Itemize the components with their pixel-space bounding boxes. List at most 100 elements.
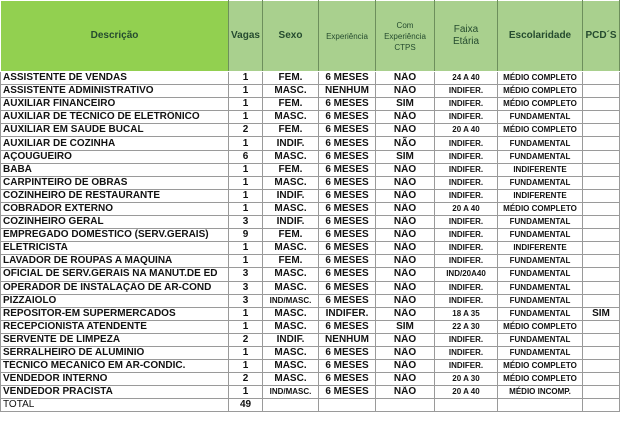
cell-faixa-etaria[interactable]: INDIFER. — [434, 241, 498, 256]
cell-pcd[interactable] — [582, 359, 620, 374]
cell-vagas[interactable]: 2 — [228, 372, 263, 387]
cell-ctps[interactable]: NÃO — [375, 241, 435, 256]
cell-escolaridade[interactable]: FUNDAMENTAL — [497, 136, 583, 151]
cell-ctps[interactable]: NÃO — [375, 123, 435, 138]
cell-ctps[interactable]: NÃO — [375, 280, 435, 295]
cell-descricao[interactable]: AÇOUGUEIRO — [0, 149, 229, 164]
cell-ctps[interactable]: NÃO — [375, 345, 435, 361]
cell-sexo[interactable]: INDIF. — [262, 136, 319, 151]
empty-cell[interactable] — [434, 398, 498, 413]
cell-descricao[interactable]: COZINHEIRO GERAL — [0, 215, 229, 230]
cell-vagas[interactable]: 2 — [228, 123, 263, 138]
cell-descricao[interactable]: AUXILIAR DE COZINHA — [0, 136, 229, 151]
cell-vagas[interactable]: 1 — [228, 175, 263, 190]
header-sexo[interactable]: Sexo — [262, 0, 319, 72]
cell-sexo[interactable]: FEM. — [262, 254, 319, 269]
cell-sexo[interactable]: FEM. — [262, 70, 319, 86]
cell-escolaridade[interactable]: FUNDAMENTAL — [497, 306, 583, 321]
cell-pcd[interactable] — [582, 254, 620, 269]
total-label[interactable]: TOTAL — [0, 398, 229, 413]
cell-escolaridade[interactable]: FUNDAMENTAL — [497, 345, 583, 361]
header-descricao[interactable]: Descrição — [0, 0, 229, 72]
header-faixa-etaria[interactable]: Faixa Etária — [434, 0, 498, 72]
cell-faixa-etaria[interactable]: 20 A 40 — [434, 201, 498, 217]
cell-vagas[interactable]: 1 — [228, 136, 263, 151]
cell-escolaridade[interactable]: INDIFERENTE — [497, 188, 583, 203]
cell-sexo[interactable]: FEM. — [262, 97, 319, 112]
cell-faixa-etaria[interactable]: 20 A 40 — [434, 123, 498, 138]
cell-descricao[interactable]: VENDEDOR PRACISTA — [0, 385, 229, 400]
cell-descricao[interactable]: ASSISTENTE DE VENDAS — [0, 70, 229, 86]
cell-experiencia[interactable]: 6 MESES — [318, 280, 376, 295]
cell-vagas[interactable]: 1 — [228, 97, 263, 112]
empty-cell[interactable] — [318, 398, 376, 413]
cell-vagas[interactable]: 1 — [228, 345, 263, 361]
cell-experiencia[interactable]: 6 MESES — [318, 241, 376, 256]
cell-ctps[interactable]: NÃO — [375, 254, 435, 269]
cell-sexo[interactable]: FEM. — [262, 123, 319, 138]
cell-pcd[interactable] — [582, 201, 620, 217]
cell-faixa-etaria[interactable]: 20 A 40 — [434, 385, 498, 400]
cell-sexo[interactable]: MASC. — [262, 359, 319, 374]
cell-pcd[interactable] — [582, 319, 620, 334]
cell-experiencia[interactable]: 6 MESES — [318, 372, 376, 387]
cell-escolaridade[interactable]: FUNDAMENTAL — [497, 175, 583, 190]
cell-sexo[interactable]: MASC. — [262, 319, 319, 334]
cell-ctps[interactable]: NÃO — [375, 162, 435, 177]
cell-experiencia[interactable]: 6 MESES — [318, 228, 376, 243]
cell-ctps[interactable]: NÃO — [375, 201, 435, 217]
cell-experiencia[interactable]: 6 MESES — [318, 188, 376, 203]
cell-pcd[interactable]: SIM — [582, 306, 620, 321]
cell-descricao[interactable]: SERVENTE DE LIMPEZA — [0, 332, 229, 347]
cell-faixa-etaria[interactable]: INDIFER. — [434, 359, 498, 374]
cell-sexo[interactable]: MASC. — [262, 241, 319, 256]
cell-sexo[interactable]: MASC. — [262, 345, 319, 361]
cell-faixa-etaria[interactable]: INDIFER. — [434, 175, 498, 190]
cell-ctps[interactable]: NÃO — [375, 70, 435, 86]
cell-descricao[interactable]: PIZZAIOLO — [0, 293, 229, 308]
cell-faixa-etaria[interactable]: INDIFER. — [434, 136, 498, 151]
cell-ctps[interactable]: SIM — [375, 149, 435, 164]
cell-ctps[interactable]: NÃO — [375, 188, 435, 203]
cell-experiencia[interactable]: NENHUM — [318, 332, 376, 347]
cell-escolaridade[interactable]: FUNDAMENTAL — [497, 332, 583, 347]
cell-descricao[interactable]: COBRADOR EXTERNO — [0, 201, 229, 217]
cell-faixa-etaria[interactable]: IND/20A40 — [434, 267, 498, 282]
cell-vagas[interactable]: 1 — [228, 385, 263, 400]
cell-experiencia[interactable]: NENHUM — [318, 84, 376, 99]
cell-vagas[interactable]: 1 — [228, 70, 263, 86]
cell-pcd[interactable] — [582, 123, 620, 138]
cell-escolaridade[interactable]: FUNDAMENTAL — [497, 110, 583, 125]
cell-escolaridade[interactable]: MÉDIO COMPLETO — [497, 97, 583, 112]
cell-descricao[interactable]: RECEPCIONISTA ATENDENTE — [0, 319, 229, 334]
cell-sexo[interactable]: MASC. — [262, 149, 319, 164]
cell-experiencia[interactable]: 6 MESES — [318, 136, 376, 151]
header-pcd[interactable]: PCD´S — [582, 0, 620, 72]
cell-faixa-etaria[interactable]: INDIFER. — [434, 293, 498, 308]
cell-pcd[interactable] — [582, 110, 620, 125]
cell-pcd[interactable] — [582, 385, 620, 400]
cell-pcd[interactable] — [582, 241, 620, 256]
cell-sexo[interactable]: FEM. — [262, 162, 319, 177]
cell-faixa-etaria[interactable]: INDIFER. — [434, 97, 498, 112]
empty-cell[interactable] — [582, 398, 620, 413]
header-ctps[interactable]: Com Experiência CTPS — [375, 0, 435, 72]
cell-vagas[interactable]: 3 — [228, 215, 263, 230]
cell-ctps[interactable]: NÃO — [375, 136, 435, 151]
cell-sexo[interactable]: INDIF. — [262, 215, 319, 230]
cell-descricao[interactable]: TÉCNICO MECANICO EM AR-CONDIC. — [0, 359, 229, 374]
cell-sexo[interactable]: MASC. — [262, 267, 319, 282]
cell-experiencia[interactable]: 6 MESES — [318, 149, 376, 164]
cell-faixa-etaria[interactable]: INDIFER. — [434, 162, 498, 177]
cell-vagas[interactable]: 3 — [228, 267, 263, 282]
cell-faixa-etaria[interactable]: INDIFER. — [434, 84, 498, 99]
empty-cell[interactable] — [262, 398, 319, 413]
cell-pcd[interactable] — [582, 228, 620, 243]
cell-escolaridade[interactable]: MÉDIO INCOMP. — [497, 385, 583, 400]
cell-descricao[interactable]: AUXILIAR DE TÉCNICO DE ELETRÔNICO — [0, 110, 229, 125]
cell-escolaridade[interactable]: MÉDIO COMPLETO — [497, 70, 583, 86]
cell-escolaridade[interactable]: FUNDAMENTAL — [497, 254, 583, 269]
cell-faixa-etaria[interactable]: INDIFER. — [434, 254, 498, 269]
cell-experiencia[interactable]: 6 MESES — [318, 175, 376, 190]
cell-faixa-etaria[interactable]: INDIFER. — [434, 215, 498, 230]
